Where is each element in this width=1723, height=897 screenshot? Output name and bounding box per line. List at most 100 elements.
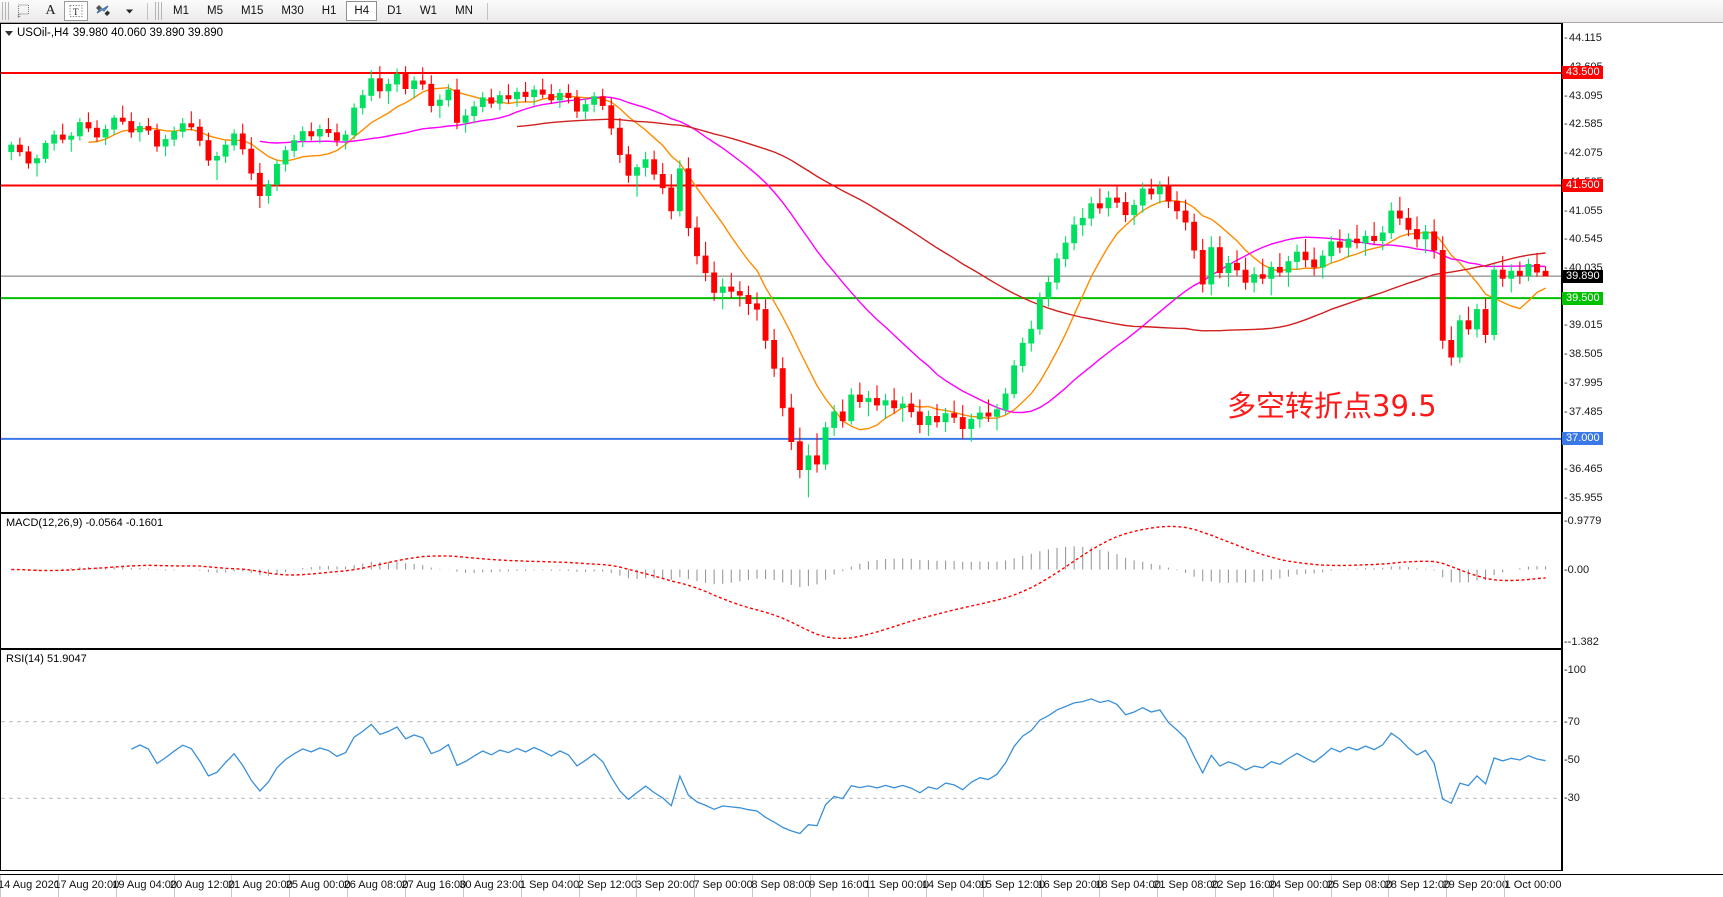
candle-body (231, 133, 238, 146)
candle-body (1456, 320, 1463, 358)
time-axis-separator (115, 875, 117, 897)
candle-body (145, 126, 152, 131)
time-axis-separator (1214, 875, 1216, 897)
candle-body (565, 92, 572, 98)
rsi-plot[interactable] (1, 650, 1561, 870)
symbol-info-bar[interactable]: USOil-,H4 39.980 40.060 39.890 39.890 (5, 27, 223, 39)
scale-value: 50 (1567, 754, 1580, 766)
text-tool-icon[interactable]: A (39, 1, 62, 21)
time-axis-label: 29 Sep 20:00 (1442, 879, 1508, 891)
candle-body (522, 91, 529, 97)
price-tick: -40.545 (1564, 234, 1603, 245)
candle-body (1174, 201, 1180, 212)
candle-body (1088, 203, 1095, 219)
rsi-panel[interactable]: RSI(14) 51.9047 (0, 649, 1562, 871)
candle-body (33, 158, 40, 164)
candle-body (1156, 186, 1163, 195)
candle-body (873, 397, 880, 406)
candle-body (865, 397, 872, 402)
chart-menu-icon[interactable] (5, 30, 13, 36)
toolbar-separator (147, 2, 148, 20)
price-tag-support-39500[interactable]: 39.500 (1562, 291, 1603, 305)
time-axis-label: 1 Oct 00:00 (1504, 879, 1562, 891)
price-panel[interactable]: USOil-,H4 39.980 40.060 39.890 39.890 (0, 23, 1562, 513)
timeframe-grip[interactable] (155, 2, 162, 20)
price-tag-resistance-41500[interactable]: 41.500 (1562, 179, 1603, 193)
price-tag-resistance-43500[interactable]: 43.500 (1562, 66, 1603, 80)
timeframe-d1[interactable]: D1 (379, 1, 410, 21)
candle-body (1208, 247, 1215, 285)
candle-body (1165, 186, 1172, 202)
candle-body (548, 94, 555, 101)
candle-body (1362, 235, 1369, 244)
toolbar-grip[interactable] (2, 2, 9, 20)
candle-body (445, 89, 452, 101)
candle-body (299, 131, 306, 141)
price-tick: -39.015 (1564, 320, 1603, 331)
candle-body (333, 132, 340, 141)
timeframe-m30[interactable]: M30 (273, 1, 311, 21)
candle-body (402, 73, 409, 89)
timeframe-m5[interactable]: M5 (199, 1, 231, 21)
candle-body (788, 407, 795, 442)
price-tag-support-37000[interactable]: 37.000 (1562, 432, 1603, 446)
chart-annotation-text[interactable]: 多空转折点39.5 (1227, 389, 1437, 423)
macd-tick-bottom: --1.382 (1564, 636, 1599, 648)
price-scale[interactable]: -44.115-43.605-43.095-42.585-42.075-41.5… (1562, 23, 1723, 896)
candle-body (1414, 229, 1420, 240)
candle-body (1276, 266, 1283, 273)
timeframe-group: M1 M5 M15 M30 H1 H4 D1 W1 MN (164, 1, 493, 21)
candle-body (1011, 365, 1018, 395)
timeframe-m15[interactable]: M15 (233, 1, 271, 21)
time-axis-label: 15 Sep 12:00 (979, 879, 1046, 891)
macd-svg (11, 525, 1547, 640)
chevron-down-icon[interactable] (118, 1, 141, 21)
candle-body (659, 174, 666, 189)
chart-area[interactable]: USOil-,H4 39.980 40.060 39.890 39.890 MA… (0, 23, 1723, 897)
candle-body (856, 394, 863, 402)
candle-body (1516, 270, 1523, 276)
price-plot[interactable] (1, 24, 1561, 512)
candle-body (1054, 258, 1060, 283)
candle-body (1422, 231, 1429, 240)
tick-dash: - (1564, 491, 1568, 504)
candle-body (1491, 269, 1498, 335)
timeframe-m1[interactable]: M1 (165, 1, 197, 21)
candle-body (1439, 250, 1446, 341)
price-tag-last[interactable]: 39.890 (1562, 269, 1603, 283)
timeframe-w1[interactable]: W1 (412, 1, 445, 21)
templates-icon[interactable]: F (12, 1, 37, 21)
time-axis-label: 14 Aug 2020 (0, 879, 60, 891)
candle-body (25, 151, 32, 164)
candle-body (925, 415, 932, 425)
text-label-icon[interactable]: T (64, 1, 88, 21)
candle-body (891, 400, 898, 409)
candle-body (1225, 262, 1232, 274)
candle-body (976, 412, 983, 420)
candle-body (831, 411, 838, 428)
price-tick-value: 43.095 (1569, 89, 1603, 102)
timeframe-h4[interactable]: H4 (346, 1, 378, 21)
time-axis-separator (347, 875, 349, 897)
time-axis-separator (752, 875, 754, 897)
tick-dash: - (1564, 715, 1568, 728)
timeframe-mn[interactable]: MN (447, 1, 481, 21)
candle-body (1319, 255, 1326, 268)
time-axis-separator (1446, 875, 1448, 897)
candle-body (282, 150, 289, 165)
time-axis-label: 24 Sep 00:00 (1268, 879, 1335, 891)
price-tick: -40.035 (1564, 263, 1603, 274)
time-axis[interactable]: 14 Aug 2020 17 Aug 20:00 19 Aug 04:00 20 Au… (0, 874, 1723, 897)
macd-plot[interactable] (1, 514, 1561, 648)
candle-body (676, 168, 683, 212)
candle-body (59, 134, 66, 140)
candle-body (839, 411, 846, 422)
tick-dash: - (1564, 636, 1568, 648)
macd-panel[interactable]: MACD(12,26,9) -0.0564 -0.1601 (0, 513, 1562, 649)
candle-body (479, 97, 486, 107)
timeframe-h1[interactable]: H1 (314, 1, 345, 21)
candle-body (1371, 235, 1378, 241)
indicators-icon[interactable] (90, 1, 116, 21)
candle-body (651, 159, 658, 175)
candle-body (1191, 221, 1198, 251)
